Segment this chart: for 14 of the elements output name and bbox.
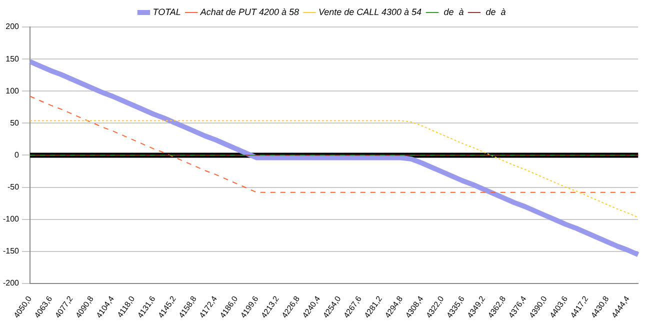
y-tick-label: 100 bbox=[6, 86, 20, 96]
y-tick-label: 200 bbox=[6, 22, 20, 32]
legend-label: Achat de PUT 4200 à 58 bbox=[199, 7, 299, 17]
legend-label: de à bbox=[483, 7, 506, 17]
y-tick-label: -200 bbox=[2, 278, 20, 288]
legend-label: TOTAL bbox=[152, 7, 181, 17]
legend-label: de à bbox=[441, 7, 464, 17]
y-tick-label: -150 bbox=[2, 246, 20, 256]
y-tick-label: 50 bbox=[10, 118, 20, 128]
y-tick-label: 0 bbox=[14, 150, 20, 160]
legend-label: Vente de CALL 4300 à 54 bbox=[318, 7, 422, 17]
y-tick-label: 150 bbox=[6, 54, 20, 64]
y-tick-label: -100 bbox=[2, 214, 20, 224]
y-tick-label: -50 bbox=[7, 182, 20, 192]
